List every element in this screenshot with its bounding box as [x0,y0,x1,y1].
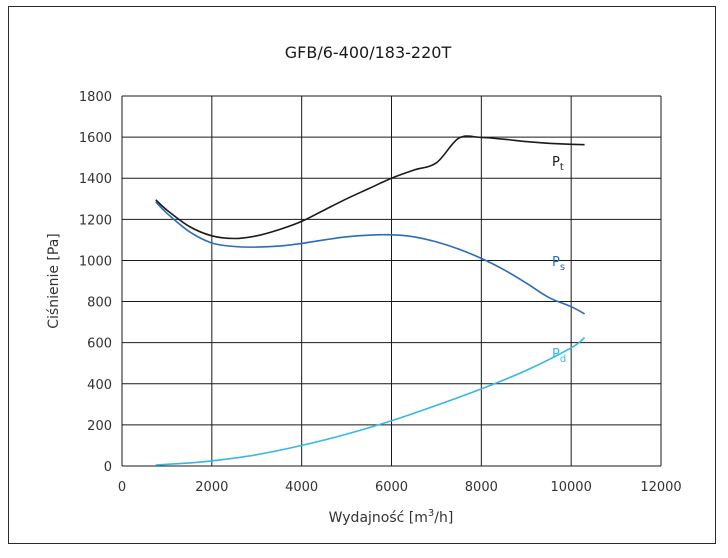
chart-title: GFB/6-400/183-220T [285,43,452,62]
series-line-d [155,336,586,466]
y-tick-label: 800 [87,296,112,311]
y-tick-label: 1000 [79,254,112,269]
series-line-t [155,135,585,240]
y-tick-labels: 0 200 400 600 800 1000 1200 1400 1600 1800 [79,90,112,475]
y-tick-label: 400 [87,378,112,393]
gridlines [121,95,662,467]
chart-frame [8,6,716,544]
x-tick-label: 6000 [375,480,408,495]
x-tick-label: 8000 [465,480,498,495]
y-tick-label: 600 [87,337,112,352]
x-tick-label: 12000 [640,480,681,495]
x-tick-label: 4000 [285,480,318,495]
x-tick-label: 2000 [195,480,228,495]
series-label-t: Pt [552,155,564,173]
y-axis-label: Ciśnienie [Pa] [46,233,62,328]
x-tick-label: 10000 [550,480,591,495]
x-axis-label: Wydajność [m3/h] [329,508,454,526]
y-tick-label: 1400 [79,172,112,187]
y-tick-label: 200 [87,419,112,434]
y-tick-label: 1200 [79,213,112,228]
y-tick-label: 1600 [79,131,112,146]
series-label-d: Pd [552,347,566,365]
series-label-s: Ps [552,255,565,273]
series-lines [155,135,586,466]
y-tick-label: 1800 [79,90,112,105]
series-line-s [155,201,585,315]
x-tick-labels: 0 2000 4000 6000 8000 10000 12000 [118,480,682,495]
y-tick-label: 0 [104,460,112,475]
x-tick-label: 0 [118,480,126,495]
series-labels: Pt Ps Pd [552,155,566,365]
